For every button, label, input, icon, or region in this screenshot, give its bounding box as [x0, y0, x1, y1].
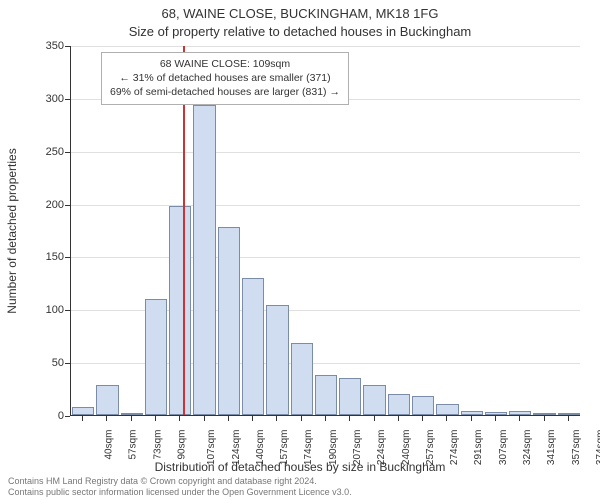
- x-tick-label: 374sqm: [595, 430, 600, 466]
- x-tick-mark: [204, 416, 205, 421]
- histogram-bar: [72, 407, 94, 415]
- x-tick-label: 291sqm: [474, 430, 485, 466]
- x-tick-mark: [252, 416, 253, 421]
- x-tick-mark: [155, 416, 156, 421]
- page-title-address: 68, WAINE CLOSE, BUCKINGHAM, MK18 1FG: [0, 6, 600, 21]
- x-tick-label: 240sqm: [401, 430, 412, 466]
- histogram-bar: [436, 404, 458, 415]
- y-tick-label: 300: [24, 93, 64, 105]
- plot-area: 68 WAINE CLOSE: 109sqm← 31% of detached …: [70, 46, 580, 416]
- y-tick-mark: [65, 363, 70, 364]
- x-tick-mark: [495, 416, 496, 421]
- x-tick-mark: [325, 416, 326, 421]
- histogram-bar: [485, 412, 507, 415]
- x-tick-label: 324sqm: [522, 430, 533, 466]
- x-tick-label: 124sqm: [231, 430, 242, 466]
- x-tick-mark: [228, 416, 229, 421]
- y-tick-label: 250: [24, 146, 64, 158]
- histogram-bar: [242, 278, 264, 415]
- annotation-line: 68 WAINE CLOSE: 109sqm: [110, 57, 340, 71]
- histogram-bar: [291, 343, 313, 415]
- x-tick-label: 357sqm: [571, 430, 582, 466]
- histogram-bar: [533, 413, 555, 415]
- x-tick-mark: [422, 416, 423, 421]
- y-tick-label: 200: [24, 199, 64, 211]
- x-tick-mark: [106, 416, 107, 421]
- grid-line: [71, 205, 580, 206]
- x-tick-label: 174sqm: [304, 430, 315, 466]
- x-tick-label: 40sqm: [104, 430, 115, 460]
- y-tick-mark: [65, 257, 70, 258]
- x-tick-label: 341sqm: [546, 430, 557, 466]
- histogram-bar: [315, 375, 337, 415]
- histogram-bar: [169, 206, 191, 415]
- y-tick-label: 100: [24, 304, 64, 316]
- histogram-bar: [461, 411, 483, 415]
- y-tick-mark: [65, 152, 70, 153]
- x-tick-mark: [276, 416, 277, 421]
- histogram-bar: [388, 394, 410, 415]
- x-tick-label: 274sqm: [449, 430, 460, 466]
- y-tick-label: 0: [24, 410, 64, 422]
- histogram-bar: [363, 385, 385, 415]
- y-tick-mark: [65, 46, 70, 47]
- histogram-bar: [96, 385, 118, 415]
- x-tick-label: 107sqm: [206, 430, 217, 466]
- footer-line2: Contains public sector information licen…: [8, 487, 352, 498]
- x-tick-mark: [374, 416, 375, 421]
- annotation-line: ← 31% of detached houses are smaller (37…: [110, 71, 340, 85]
- x-tick-mark: [519, 416, 520, 421]
- footer-attribution: Contains HM Land Registry data © Crown c…: [8, 476, 352, 498]
- x-tick-mark: [471, 416, 472, 421]
- x-tick-mark: [398, 416, 399, 421]
- grid-line: [71, 257, 580, 258]
- x-tick-mark: [568, 416, 569, 421]
- histogram-bar: [558, 413, 580, 415]
- x-tick-mark: [131, 416, 132, 421]
- y-tick-label: 350: [24, 40, 64, 52]
- histogram-bar: [121, 413, 143, 415]
- x-tick-label: 207sqm: [352, 430, 363, 466]
- histogram-bar: [145, 299, 167, 415]
- grid-line: [71, 46, 580, 47]
- x-tick-label: 57sqm: [128, 430, 139, 460]
- x-tick-label: 224sqm: [376, 430, 387, 466]
- y-tick-mark: [65, 205, 70, 206]
- histogram-bar: [266, 305, 288, 415]
- y-tick-mark: [65, 416, 70, 417]
- x-tick-label: 90sqm: [177, 430, 188, 460]
- x-tick-mark: [301, 416, 302, 421]
- y-tick-label: 150: [24, 251, 64, 263]
- histogram-bar: [509, 411, 531, 415]
- x-tick-label: 190sqm: [328, 430, 339, 466]
- x-tick-mark: [446, 416, 447, 421]
- x-tick-label: 73sqm: [152, 430, 163, 460]
- annotation-box: 68 WAINE CLOSE: 109sqm← 31% of detached …: [101, 52, 349, 105]
- grid-line: [71, 152, 580, 153]
- footer-line1: Contains HM Land Registry data © Crown c…: [8, 476, 352, 487]
- page-subtitle: Size of property relative to detached ho…: [0, 24, 600, 39]
- histogram-bar: [193, 105, 215, 415]
- x-tick-label: 140sqm: [255, 430, 266, 466]
- x-tick-mark: [544, 416, 545, 421]
- histogram-bar: [339, 378, 361, 415]
- y-tick-mark: [65, 99, 70, 100]
- chart-container: 68, WAINE CLOSE, BUCKINGHAM, MK18 1FG Si…: [0, 0, 600, 500]
- histogram-bar: [412, 396, 434, 415]
- y-tick-mark: [65, 310, 70, 311]
- x-tick-label: 257sqm: [425, 430, 436, 466]
- x-tick-mark: [349, 416, 350, 421]
- x-tick-label: 157sqm: [279, 430, 290, 466]
- x-axis-label: Distribution of detached houses by size …: [0, 460, 600, 474]
- histogram-bar: [218, 227, 240, 415]
- annotation-line: 69% of semi-detached houses are larger (…: [110, 85, 340, 99]
- x-tick-mark: [82, 416, 83, 421]
- y-axis-label: Number of detached properties: [5, 148, 19, 313]
- y-tick-label: 50: [24, 357, 64, 369]
- x-tick-mark: [179, 416, 180, 421]
- x-tick-label: 307sqm: [498, 430, 509, 466]
